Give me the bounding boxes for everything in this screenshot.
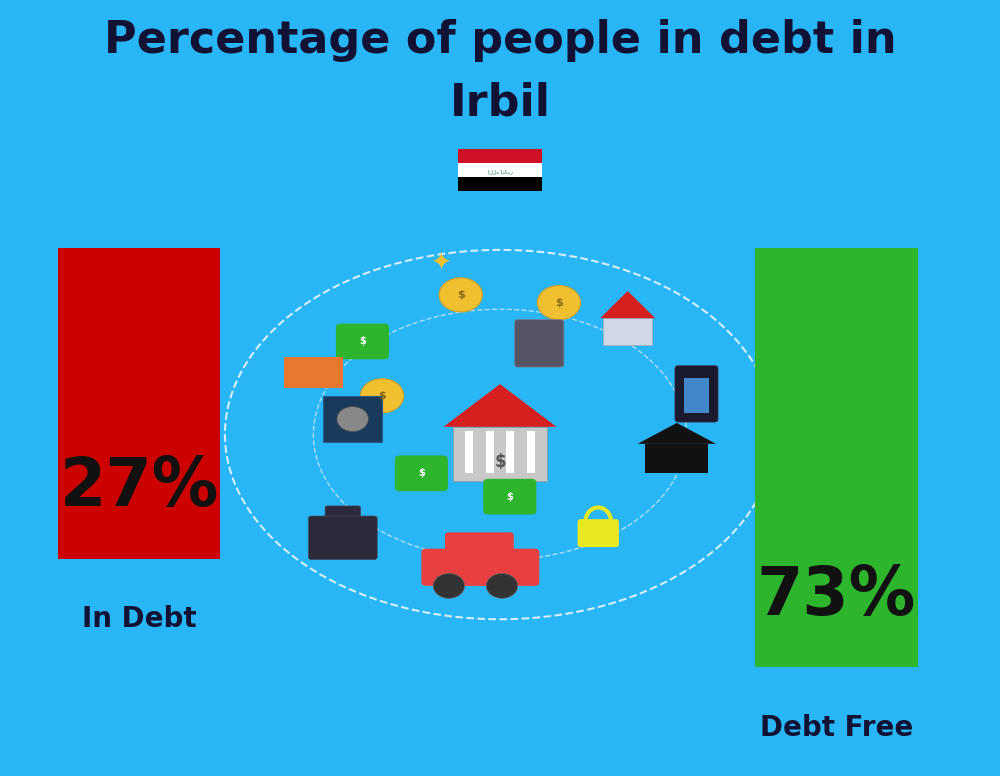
FancyBboxPatch shape: [395, 456, 448, 491]
FancyBboxPatch shape: [675, 365, 718, 422]
FancyBboxPatch shape: [308, 516, 377, 559]
Circle shape: [439, 278, 482, 312]
FancyBboxPatch shape: [603, 318, 652, 345]
FancyBboxPatch shape: [336, 324, 389, 359]
FancyBboxPatch shape: [58, 248, 220, 559]
FancyBboxPatch shape: [645, 444, 708, 473]
Text: ✦: ✦: [431, 252, 452, 275]
Text: In Debt: In Debt: [82, 605, 196, 633]
Text: $: $: [555, 298, 563, 307]
FancyBboxPatch shape: [325, 506, 361, 523]
Circle shape: [537, 286, 581, 320]
Circle shape: [486, 573, 518, 598]
Text: الله أكبر: الله أكبر: [488, 170, 512, 175]
Circle shape: [337, 407, 368, 431]
Text: $: $: [378, 391, 386, 400]
FancyBboxPatch shape: [684, 378, 709, 413]
FancyBboxPatch shape: [445, 532, 514, 560]
FancyBboxPatch shape: [527, 431, 535, 473]
Text: $: $: [418, 469, 425, 478]
FancyBboxPatch shape: [465, 431, 473, 473]
FancyBboxPatch shape: [486, 431, 494, 473]
FancyBboxPatch shape: [453, 427, 547, 481]
Text: Percentage of people in debt in: Percentage of people in debt in: [104, 19, 896, 62]
FancyBboxPatch shape: [421, 549, 539, 586]
Polygon shape: [600, 291, 655, 318]
Text: $: $: [494, 452, 506, 471]
FancyBboxPatch shape: [323, 396, 382, 442]
FancyBboxPatch shape: [284, 357, 343, 388]
FancyBboxPatch shape: [458, 149, 542, 163]
Text: Debt Free: Debt Free: [760, 714, 913, 742]
Text: $: $: [506, 492, 513, 501]
FancyBboxPatch shape: [458, 177, 542, 192]
Text: $: $: [457, 290, 465, 300]
FancyBboxPatch shape: [483, 479, 536, 514]
Circle shape: [361, 379, 404, 413]
Polygon shape: [638, 423, 716, 444]
FancyBboxPatch shape: [755, 248, 918, 667]
Text: 73%: 73%: [757, 563, 916, 629]
Text: Irbil: Irbil: [450, 81, 550, 124]
FancyBboxPatch shape: [506, 431, 514, 473]
FancyBboxPatch shape: [515, 320, 564, 367]
Text: 27%: 27%: [59, 454, 219, 520]
FancyBboxPatch shape: [578, 519, 619, 547]
Text: $: $: [359, 337, 366, 346]
Circle shape: [433, 573, 465, 598]
Polygon shape: [444, 384, 556, 427]
FancyBboxPatch shape: [458, 163, 542, 177]
